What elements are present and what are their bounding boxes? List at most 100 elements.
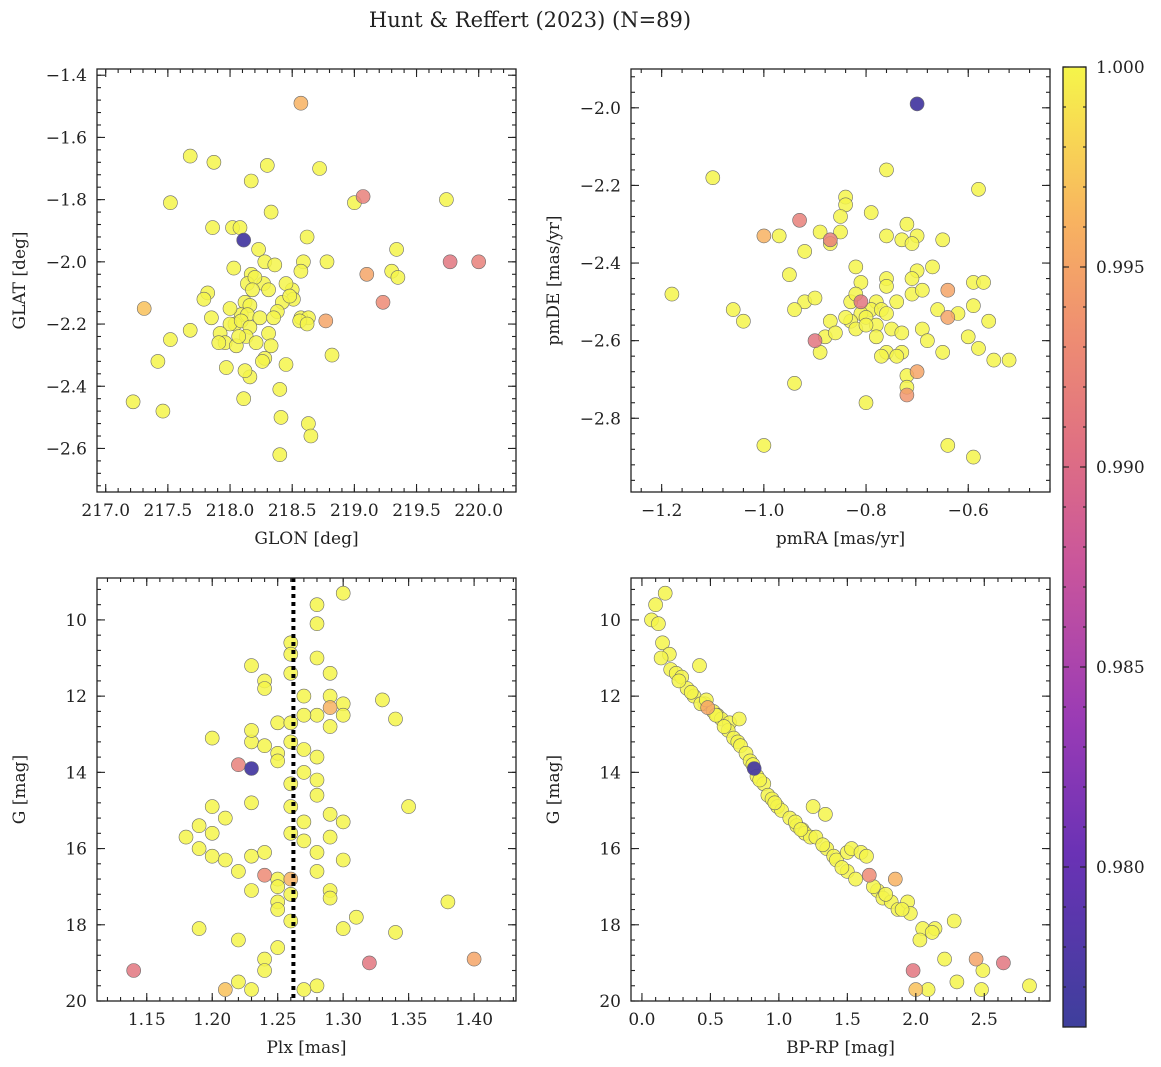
scatter-point <box>975 963 991 978</box>
scatter-point <box>270 753 286 769</box>
scatter-point <box>259 158 275 173</box>
colorbar-tick-label: 1.000 <box>1096 58 1145 78</box>
x-axis-label: BP-RP [mag] <box>786 1038 895 1058</box>
scatter-point <box>793 822 809 837</box>
scatter-point <box>266 310 281 326</box>
scatter-point <box>792 213 807 228</box>
x-tick-label: 1.0 <box>765 1010 792 1030</box>
scatter-point <box>937 951 952 967</box>
scatter-point <box>960 329 976 345</box>
colorbar-gradient <box>1063 67 1086 1027</box>
y-tick-label: 12 <box>599 687 621 707</box>
x-tick-label: 218.5 <box>268 501 317 521</box>
scatter-point <box>231 974 246 990</box>
scatter-point <box>299 229 315 245</box>
scatter-point <box>283 825 299 841</box>
scatter-point <box>863 205 879 220</box>
scatter-point <box>335 814 351 830</box>
scatter-point <box>657 585 673 601</box>
scatter-point <box>244 848 259 864</box>
x-tick-label: −1.2 <box>641 501 682 521</box>
y-tick-label: 10 <box>599 611 621 631</box>
y-tick-label: −2.2 <box>580 176 621 196</box>
figure-title: Hunt & Reffert (2023) (N=89) <box>369 8 691 32</box>
scatter-point <box>909 364 925 380</box>
scatter-point <box>150 354 166 369</box>
y-tick-label: −2.4 <box>580 254 621 274</box>
scatter-point <box>664 286 680 302</box>
scatter-point <box>653 650 669 666</box>
scatter-point <box>815 837 831 853</box>
scatter-point <box>257 963 272 978</box>
scatter-point <box>894 325 910 341</box>
scatter-point <box>362 955 377 971</box>
axes-frame <box>96 577 517 1002</box>
scatter-point <box>296 688 312 704</box>
scatter-point <box>299 316 315 332</box>
x-tick-label: 1.20 <box>193 1010 231 1030</box>
scatter-point <box>1001 352 1017 368</box>
scatter-point <box>1022 978 1037 994</box>
scatter-point <box>930 302 945 317</box>
scatter-point <box>767 795 783 811</box>
colorbar-tick-label: 0.985 <box>1096 658 1145 678</box>
scatter-point <box>303 428 319 444</box>
scatter-point <box>283 715 299 731</box>
scatter-point <box>833 209 848 224</box>
scatter-point <box>270 940 286 955</box>
scatter-point <box>731 711 747 727</box>
scatter-point <box>894 902 910 917</box>
scatter-point <box>966 449 981 465</box>
scatter-point <box>283 886 299 902</box>
scatter-point <box>878 886 894 902</box>
scatter-point <box>218 810 233 826</box>
scatter-point <box>853 294 869 310</box>
scatter-point <box>812 224 828 240</box>
scatter-point <box>237 363 253 379</box>
y-tick-label: 14 <box>599 763 621 783</box>
scatter-point <box>322 890 338 906</box>
scatter-point <box>244 723 259 738</box>
scatter-point <box>293 95 309 111</box>
scatter-point <box>974 982 989 997</box>
scatter-point <box>805 799 821 814</box>
scatter-point <box>309 616 325 632</box>
scatter-point <box>388 925 403 940</box>
scatter-point <box>126 963 141 978</box>
scatter-point <box>191 841 207 856</box>
scatter-point <box>244 658 259 673</box>
scatter-point <box>879 162 894 178</box>
y-tick-label: −1.8 <box>46 191 87 211</box>
scatter-point <box>182 148 198 164</box>
scatter-point <box>700 700 716 715</box>
subplot-pmra-pmde: −1.2 −1.0 −0.8 −0.6 −2.8 −2.6 −2.4 −2.2 −2.0 pmRA… <box>544 68 1051 549</box>
x-tick-label: −0.6 <box>948 501 989 521</box>
scatter-point <box>807 290 823 306</box>
scatter-point <box>244 795 259 811</box>
y-tick-label: 20 <box>65 992 87 1012</box>
y-tick-label: 18 <box>65 916 87 936</box>
x-axis-label: GLON [deg] <box>254 529 358 549</box>
x-tick-label: 1.25 <box>259 1010 297 1030</box>
scatter-point <box>232 220 248 235</box>
scatter-point <box>204 799 220 814</box>
scatter-point <box>651 616 666 632</box>
scatter-point <box>925 259 940 275</box>
x-tick-label: 2.5 <box>971 1010 998 1030</box>
scatter-point <box>655 635 670 651</box>
scatter-point <box>671 673 687 689</box>
scatter-point <box>283 871 299 887</box>
scatter-point <box>899 387 915 403</box>
scatter-point <box>218 852 233 868</box>
scatter-point <box>874 348 889 364</box>
scatter-point <box>270 715 286 731</box>
scatter-point <box>940 438 956 453</box>
scatter-point <box>940 282 956 298</box>
scatter-point <box>309 787 325 803</box>
scatter-point <box>879 306 894 321</box>
x-tick-label: 1.30 <box>324 1010 362 1030</box>
scatter-points <box>664 96 1017 465</box>
x-tick-label: 1.35 <box>390 1010 428 1030</box>
colorbar-tick-label: 0.980 <box>1096 858 1145 878</box>
scatter-point <box>267 257 283 273</box>
